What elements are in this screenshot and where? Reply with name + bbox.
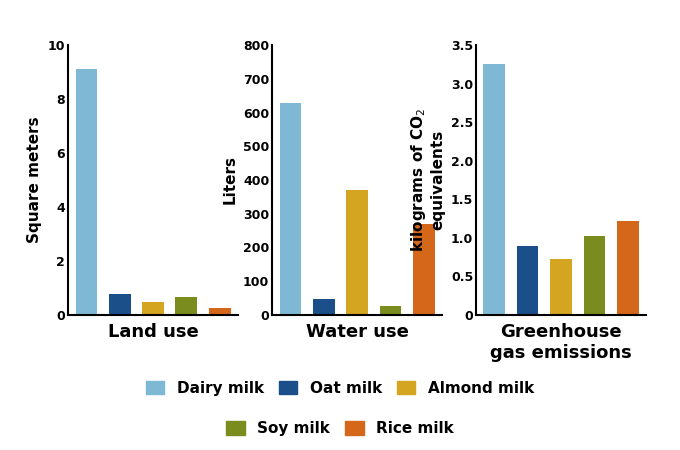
Bar xyxy=(617,221,639,315)
X-axis label: Greenhouse
gas emissions: Greenhouse gas emissions xyxy=(490,324,632,362)
Bar xyxy=(313,299,335,315)
Bar xyxy=(517,246,539,315)
Legend: Dairy milk, Oat milk, Almond milk: Dairy milk, Oat milk, Almond milk xyxy=(140,374,540,402)
Bar xyxy=(583,236,605,315)
Bar xyxy=(109,294,131,315)
Bar xyxy=(209,308,231,315)
Bar xyxy=(142,302,164,315)
Bar xyxy=(75,69,97,315)
Bar xyxy=(379,306,401,315)
X-axis label: Water use: Water use xyxy=(305,324,409,342)
X-axis label: Land use: Land use xyxy=(107,324,199,342)
Y-axis label: kilograms of CO$_2$
equivalents: kilograms of CO$_2$ equivalents xyxy=(409,108,445,252)
Bar xyxy=(483,64,505,315)
Y-axis label: Square meters: Square meters xyxy=(27,117,42,243)
Bar xyxy=(279,103,301,315)
Bar xyxy=(550,259,572,315)
Bar xyxy=(346,190,368,315)
Legend: Soy milk, Rice milk: Soy milk, Rice milk xyxy=(220,415,460,442)
Bar xyxy=(175,297,197,315)
Bar xyxy=(413,224,435,315)
Y-axis label: Liters: Liters xyxy=(222,156,237,204)
